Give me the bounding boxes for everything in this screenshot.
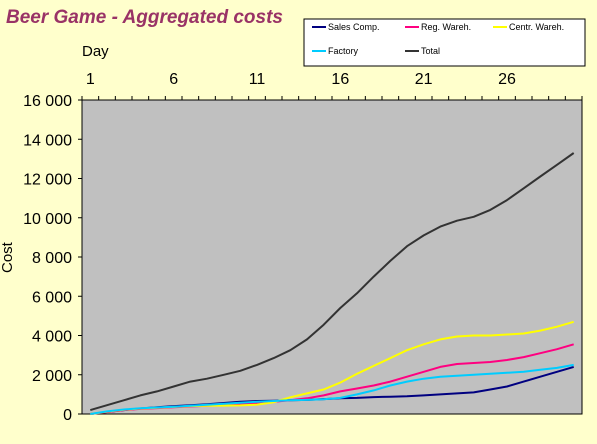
- x-tick-label: 21: [415, 71, 433, 88]
- x-tick-label: 11: [249, 71, 266, 88]
- y-tick-label: 0: [63, 407, 72, 424]
- x-tick-label: 16: [331, 71, 349, 88]
- y-tick-label: 14 000: [23, 132, 72, 149]
- y-tick-label: 2 000: [32, 368, 72, 385]
- legend-label: Total: [421, 46, 440, 56]
- y-tick-label: 6 000: [32, 289, 72, 306]
- axis-ticks: 0 2 000 4 000 6 000 8 000 10 000 12 000 14 000 1…: [23, 71, 583, 424]
- legend-label: Sales Comp.: [328, 22, 380, 32]
- y-tick-label: 4 000: [32, 329, 72, 346]
- y-tick-label: 8 000: [32, 250, 72, 267]
- plot-area: [81, 99, 583, 415]
- chart-title: Beer Game - Aggregated costs: [6, 7, 283, 28]
- series-lines: [90, 152, 575, 415]
- legend: Sales Comp. Reg. Wareh. Centr. Wareh. Facto…: [303, 18, 586, 67]
- legend-box: [303, 18, 586, 67]
- y-tick-label: 10 000: [23, 211, 72, 228]
- x-tick-label: 26: [498, 71, 516, 88]
- y-tick-label: 12 000: [23, 172, 72, 189]
- y-axis-label: Cost: [0, 241, 16, 273]
- legend-label: Factory: [328, 46, 359, 56]
- x-tick-label: 6: [169, 71, 178, 88]
- series-line: [90, 152, 575, 412]
- legend-label: Centr. Wareh.: [509, 22, 564, 32]
- series-line: [90, 363, 574, 415]
- y-tick-label: 16 000: [23, 93, 72, 110]
- x-tick-label: 1: [86, 71, 95, 88]
- x-axis-label: Day: [82, 43, 109, 60]
- legend-label: Reg. Wareh.: [421, 22, 471, 32]
